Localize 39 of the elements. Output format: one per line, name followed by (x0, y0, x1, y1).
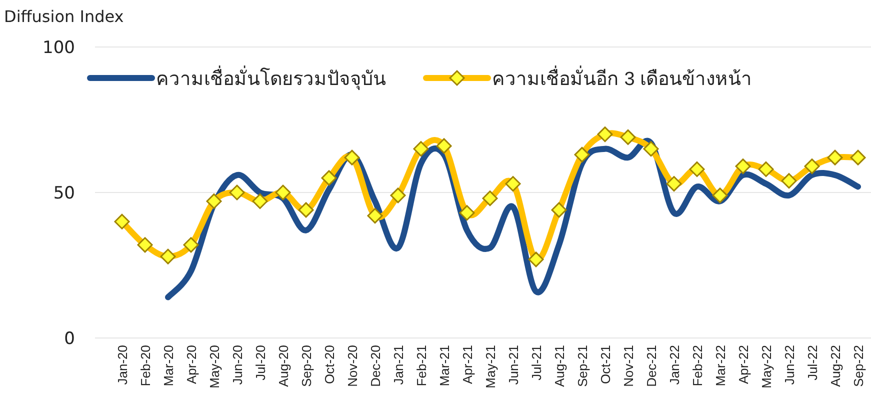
legend-label: ความเชื่อมั่นอีก 3 เดือนข้างหน้า (492, 65, 752, 90)
x-tick-label: Oct-21 (598, 345, 613, 384)
x-tick-label: Oct-20 (322, 345, 337, 384)
x-tick-label: Jun-21 (506, 345, 521, 385)
x-tick-label: Aug-22 (828, 345, 843, 387)
x-tick-label: Apr-20 (184, 345, 199, 384)
legend-label: ความเชื่อมั่นโดยรวมปัจจุบัน (156, 65, 386, 91)
x-tick-label: Apr-21 (460, 345, 475, 384)
x-tick-label: Aug-21 (552, 345, 567, 387)
x-tick-label: Feb-20 (138, 345, 153, 386)
x-tick-label: Jul-22 (805, 345, 820, 380)
x-tick-label: Mar-22 (713, 345, 728, 386)
x-tick-label: Jul-20 (253, 345, 268, 380)
x-tick-label: Nov-21 (621, 345, 636, 387)
x-tick-label: Mar-20 (161, 345, 176, 386)
x-tick-label: Jan-21 (391, 345, 406, 385)
y-tick-label: 100 (42, 38, 75, 58)
x-tick-label: May-20 (207, 345, 222, 388)
x-tick-label: May-22 (759, 345, 774, 388)
x-tick-label: Jul-21 (529, 345, 544, 380)
x-tick-label: Jun-22 (782, 345, 797, 385)
x-tick-label: Sep-21 (575, 345, 590, 387)
x-tick-label: Feb-21 (414, 345, 429, 386)
y-tick-label: 50 (53, 184, 75, 204)
x-tick-label: Jan-22 (667, 345, 682, 385)
y-axis-title: Diffusion Index (4, 7, 124, 26)
y-tick-label: 0 (64, 329, 75, 349)
x-tick-label: Mar-21 (437, 345, 452, 386)
x-tick-label: May-21 (483, 345, 498, 388)
x-tick-label: Dec-21 (644, 345, 659, 387)
x-tick-label: Dec-20 (368, 345, 383, 387)
x-tick-label: Jan-20 (115, 345, 130, 385)
x-tick-label: Nov-20 (345, 345, 360, 387)
x-tick-label: Apr-22 (736, 345, 751, 384)
x-tick-label: Feb-22 (690, 345, 705, 386)
x-tick-label: Jun-20 (230, 345, 245, 385)
x-tick-label: Aug-20 (276, 345, 291, 387)
x-tick-label: Sep-20 (299, 345, 314, 387)
x-tick-label: Sep-22 (851, 345, 866, 387)
